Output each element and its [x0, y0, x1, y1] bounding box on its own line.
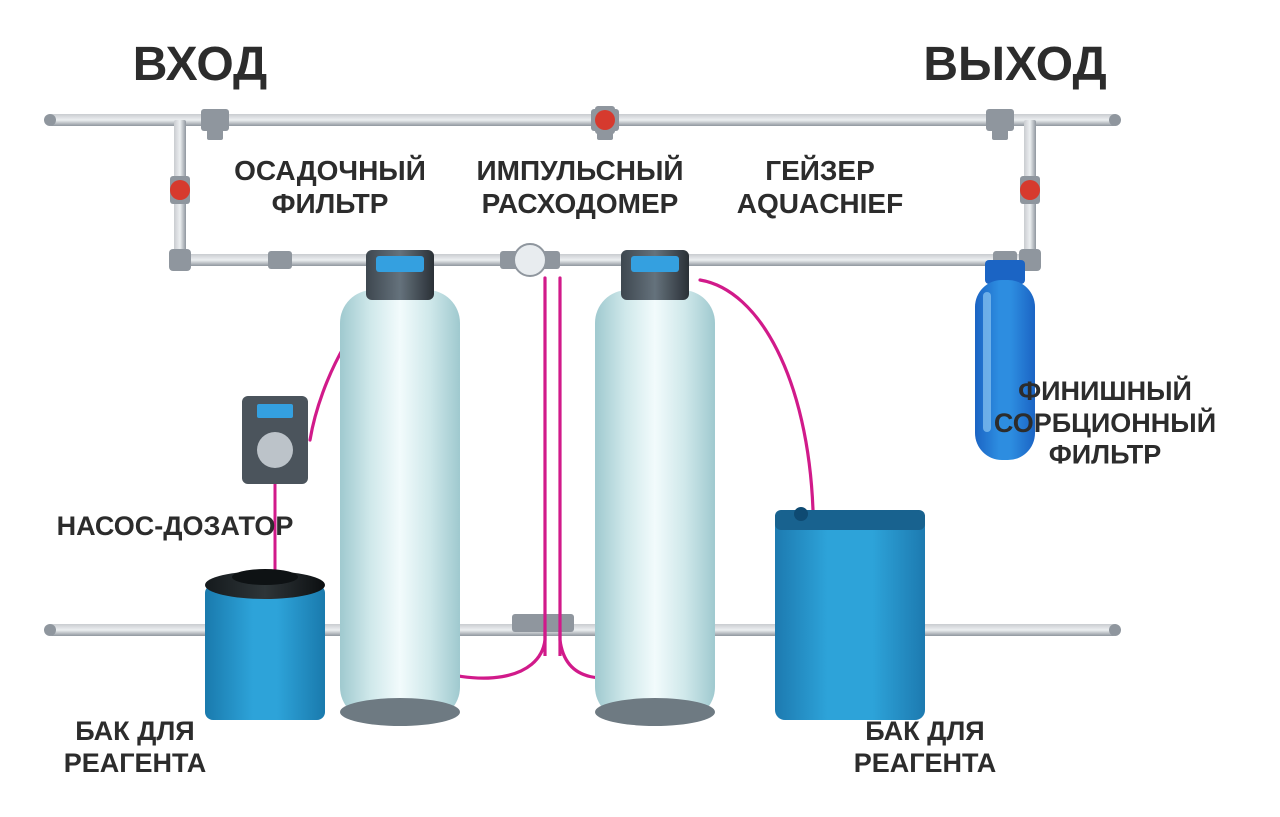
svg-text:AQUACHIEF: AQUACHIEF [737, 188, 903, 219]
reagent-tank-right-label: БАК ДЛЯРЕАГЕНТА [854, 716, 997, 778]
svg-text:ФИЛЬТР: ФИЛЬТР [1049, 440, 1162, 470]
svg-text:СОРБЦИОННЫЙ: СОРБЦИОННЫЙ [994, 407, 1216, 438]
reagent-tube [700, 280, 813, 510]
svg-text:РЕАГЕНТА: РЕАГЕНТА [854, 748, 997, 778]
valve-icon [1020, 180, 1040, 200]
svg-text:ВХОД: ВХОД [133, 38, 268, 91]
svg-text:ФИНИШНЫЙ: ФИНИШНЫЙ [1018, 375, 1192, 406]
pump-label: НАСОС-ДОЗАТОР [57, 511, 294, 541]
reagent-tank-small [205, 585, 325, 720]
svg-text:ОСАДОЧНЫЙ: ОСАДОЧНЫЙ [234, 154, 426, 186]
geyser-label: ГЕЙЗЕРAQUACHIEF [737, 154, 903, 219]
reagent-tank-big [775, 510, 925, 720]
svg-text:НАСОС-ДОЗАТОР: НАСОС-ДОЗАТОР [57, 511, 294, 541]
inlet-label: ВХОД [133, 38, 268, 91]
flow-meter-icon [514, 244, 546, 276]
outlet-label: ВЫХОД [923, 38, 1106, 91]
sediment-filter-label: ОСАДОЧНЫЙФИЛЬТР [234, 154, 426, 219]
svg-text:ИМПУЛЬСНЫЙ: ИМПУЛЬСНЫЙ [477, 154, 684, 186]
svg-text:ГЕЙЗЕР: ГЕЙЗЕР [765, 154, 875, 186]
svg-text:ВЫХОД: ВЫХОД [923, 38, 1106, 91]
sorption-filter-label: ФИНИШНЫЙСОРБЦИОННЫЙФИЛЬТР [994, 375, 1216, 470]
svg-text:БАК ДЛЯ: БАК ДЛЯ [75, 716, 194, 746]
sediment-filter-cylinder [340, 290, 460, 720]
valve-icon [595, 110, 615, 130]
valve-icon [170, 180, 190, 200]
flowmeter-label: ИМПУЛЬСНЫЙРАСХОДОМЕР [477, 154, 684, 219]
water-filter-diagram: ВХОДВЫХОДОСАДОЧНЫЙФИЛЬТРИМПУЛЬСНЫЙРАСХОД… [0, 0, 1280, 817]
reagent-tank-left-label: БАК ДЛЯРЕАГЕНТА [64, 716, 207, 778]
svg-text:БАК ДЛЯ: БАК ДЛЯ [865, 716, 984, 746]
svg-text:ФИЛЬТР: ФИЛЬТР [272, 188, 389, 219]
geyser-aquachief-cylinder [595, 290, 715, 720]
svg-text:РЕАГЕНТА: РЕАГЕНТА [64, 748, 207, 778]
svg-text:РАСХОДОМЕР: РАСХОДОМЕР [482, 188, 679, 219]
